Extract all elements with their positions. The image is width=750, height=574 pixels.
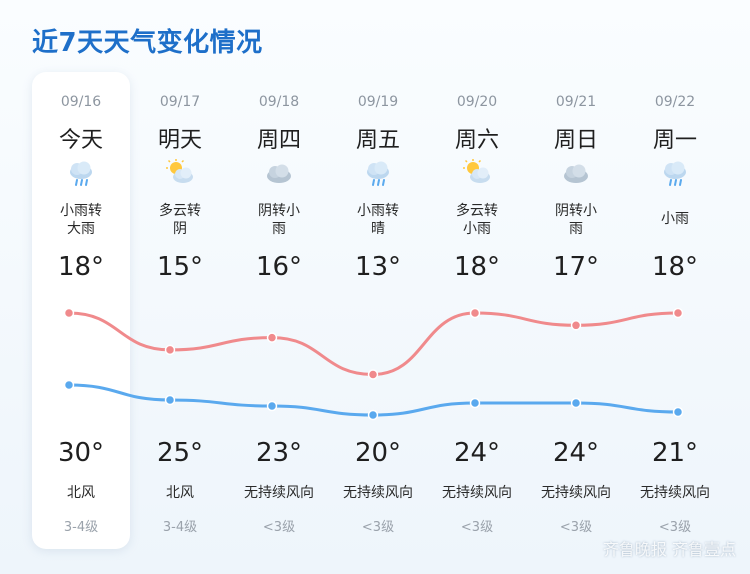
day-label: 周五 [355, 128, 400, 153]
day-label: 周日 [553, 128, 598, 153]
lower-temp-label: 24° [453, 438, 501, 468]
upper-temp-label: 13° [354, 252, 402, 282]
rain-cloud-icon [660, 158, 690, 188]
lower-temp-label: 21° [651, 438, 699, 468]
low-temp-point [367, 409, 379, 421]
low-temp-point [570, 397, 582, 409]
high-temp-point [570, 320, 582, 331]
high-temp-line [67, 311, 680, 377]
date-label: 09/22 [654, 94, 696, 110]
day-column[interactable]: 09/21 周日阴转小雨 17° 24° 无持续风向 <3级 [527, 72, 625, 549]
upper-temp-label: 16° [255, 252, 303, 282]
lower-temp-label: 30° [57, 438, 105, 468]
wind-direction: 北风 [67, 485, 95, 501]
high-temp-point [266, 332, 278, 343]
wind-level: <3级 [658, 520, 692, 535]
wind-level: 3-4级 [162, 520, 198, 535]
day-label: 周六 [454, 128, 499, 153]
today-highlight-card [32, 72, 130, 549]
wind-direction: 无持续风向 [343, 485, 413, 501]
low-temp-point [469, 397, 481, 409]
cloud-icon [561, 158, 591, 188]
upper-temp-label: 17° [552, 252, 600, 282]
wind-direction: 无持续风向 [244, 485, 314, 501]
low-temp-point [164, 394, 176, 406]
upper-temp-label: 18° [57, 252, 105, 282]
page-title: 近7天天气变化情况 [32, 28, 263, 58]
sun-cloud-icon [165, 158, 195, 188]
lower-temp-label: 24° [552, 438, 600, 468]
upper-temp-label: 18° [453, 252, 501, 282]
date-label: 09/19 [357, 94, 399, 110]
sun-cloud-icon [462, 158, 492, 188]
wind-level: <3级 [460, 520, 494, 535]
low-temp-point [266, 400, 278, 412]
day-label: 明天 [157, 128, 202, 153]
day-label: 今天 [58, 128, 103, 153]
lower-temp-label: 25° [156, 438, 204, 468]
day-column[interactable]: 09/19 周五小雨转晴 13° 20° 无持续风向 <3级 [329, 72, 427, 549]
wind-level: <3级 [559, 520, 593, 535]
lower-temp-label: 20° [354, 438, 402, 468]
date-label: 09/21 [555, 94, 597, 110]
watermark: 齐鲁晚报 齐鲁壹点 [602, 540, 736, 559]
date-label: 09/18 [258, 94, 300, 110]
date-label: 09/20 [456, 94, 498, 110]
day-column[interactable]: 09/22 周一小雨 18° 21° 无持续风向 <3级 [626, 72, 724, 549]
high-temp-point [63, 307, 75, 319]
wind-direction: 无持续风向 [541, 485, 611, 501]
day-column[interactable]: 09/17 明天多云转阴 15° 25° 北风 3-4级 [131, 72, 229, 549]
day-label: 周四 [256, 128, 301, 153]
weather-desc: 阴转小雨 [258, 203, 300, 237]
low-temp-point [672, 406, 684, 418]
lower-temp-label: 23° [255, 438, 303, 468]
date-label: 09/16 [60, 94, 102, 110]
rain-cloud-icon [66, 158, 96, 188]
weather-desc: 阴转小雨 [555, 203, 597, 237]
weather-desc: 小雨转晴 [357, 203, 399, 237]
wind-level: <3级 [262, 520, 296, 535]
upper-temp-label: 18° [651, 252, 699, 282]
high-temp-point [672, 307, 684, 319]
weather-desc: 多云转阴 [159, 203, 201, 237]
day-label: 周一 [652, 128, 697, 153]
wind-level: <3级 [361, 520, 395, 535]
cloud-icon [264, 158, 294, 188]
weather-desc: 多云转 小雨 [456, 203, 498, 237]
wind-level: 3-4级 [63, 520, 99, 535]
day-column[interactable]: 09/16 今天小雨转 大雨 18° 30° 北风 3-4级 [32, 72, 130, 549]
wind-direction: 无持续风向 [442, 485, 512, 501]
upper-temp-label: 15° [156, 252, 204, 282]
date-label: 09/17 [159, 94, 201, 110]
day-column[interactable]: 09/18 周四阴转小雨 16° 23° 无持续风向 <3级 [230, 72, 328, 549]
high-temp-point [164, 344, 176, 356]
day-column[interactable]: 09/20 周六多云转 小雨 18° 24° 无持续风向 <3级 [428, 72, 526, 549]
low-temp-point [63, 379, 75, 391]
high-temp-point [469, 307, 481, 319]
rain-cloud-icon [363, 158, 393, 188]
weather-desc: 小雨 [661, 211, 689, 227]
high-temp-point [367, 369, 379, 380]
wind-direction: 无持续风向 [640, 485, 710, 501]
wind-direction: 北风 [166, 485, 194, 501]
weather-desc: 小雨转 大雨 [60, 203, 102, 237]
